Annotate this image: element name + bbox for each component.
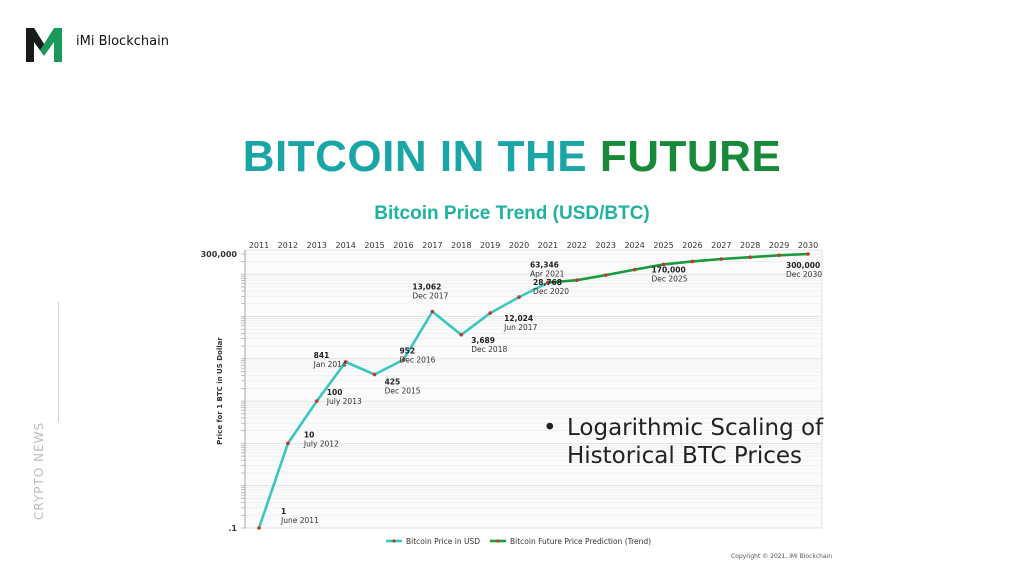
- data-label-date: Dec 2015: [385, 387, 421, 396]
- data-label-value: 170,000: [652, 265, 686, 274]
- x-tick-label: 2020: [509, 241, 529, 250]
- x-tick-label: 2026: [682, 241, 702, 250]
- data-point: [719, 257, 724, 261]
- x-tick-label: 2012: [278, 241, 298, 250]
- annotation-value: 1: [281, 507, 286, 516]
- y-axis-label: Price for 1 BTC in US Dollar: [216, 337, 224, 445]
- data-point: [748, 255, 753, 260]
- x-tick-label: 2023: [596, 241, 616, 250]
- data-label-value: 300,000: [786, 261, 820, 270]
- y-tick-label: 300,000: [201, 250, 238, 259]
- bullet-dot-icon: •: [543, 415, 557, 441]
- x-tick-label: 2027: [711, 241, 731, 250]
- legend-label: Bitcoin Future Price Prediction (Trend): [510, 537, 651, 546]
- data-point: [459, 333, 464, 337]
- data-label-value: 3,689: [471, 336, 495, 345]
- x-tick-label: 2022: [567, 241, 587, 250]
- data-point: [430, 309, 435, 314]
- data-label-value: 12,024: [504, 314, 533, 323]
- y-tick-label: .1: [228, 524, 237, 533]
- data-label-date: July 2012: [303, 439, 339, 448]
- data-point: [517, 295, 521, 299]
- x-tick-label: 2021: [538, 241, 558, 250]
- data-point: [488, 311, 492, 315]
- side-divider: [58, 302, 59, 422]
- imi-logo-icon: [26, 28, 62, 62]
- data-label-value: 100: [327, 388, 343, 397]
- x-tick-label: 2019: [480, 241, 500, 250]
- data-label-date: Dec 2018: [471, 345, 507, 354]
- data-label-value: 425: [385, 378, 401, 387]
- bullet-note: • Logarithmic Scaling of Historical BTC P…: [543, 414, 823, 470]
- title-part-1: BITCOIN IN THE: [242, 132, 600, 181]
- x-tick-label: 2025: [653, 241, 673, 250]
- x-tick-label: 2014: [336, 241, 356, 250]
- data-label-date: Apr 2021: [530, 270, 565, 279]
- x-tick-label: 2015: [364, 241, 384, 250]
- data-label-date: July 2013: [326, 397, 362, 406]
- data-label-date: Dec 2025: [652, 274, 688, 283]
- data-label-date: Jan 2014: [313, 360, 347, 369]
- x-tick-label: 2017: [422, 241, 442, 250]
- data-point: [661, 262, 666, 267]
- bullet-line-2: Historical BTC Prices: [543, 442, 823, 470]
- x-tick-label: 2011: [249, 241, 269, 250]
- bullet-text-2: Historical BTC Prices: [567, 443, 802, 469]
- data-point: [690, 259, 695, 264]
- data-label-value: 28,768: [533, 278, 562, 287]
- brand-name: iMi Blockchain: [76, 34, 169, 49]
- data-point: [343, 360, 348, 364]
- data-label-value: 841: [314, 351, 330, 360]
- data-label-value: 10: [304, 430, 314, 439]
- data-label-date: Jun 2017: [503, 323, 537, 332]
- x-tick-label: 2024: [624, 241, 644, 250]
- legend-label: Bitcoin Price in USD: [406, 537, 480, 546]
- data-point: [286, 441, 290, 446]
- bullet-line-1: • Logarithmic Scaling of: [543, 414, 823, 442]
- legend-marker: [392, 539, 396, 543]
- data-label-value: 13,062: [412, 283, 441, 292]
- copyright-text: Copyright © 2021, iMi Blockchain: [731, 553, 833, 560]
- data-point: [401, 357, 406, 362]
- data-point: [575, 278, 579, 283]
- x-tick-label: 2030: [798, 241, 818, 250]
- data-point: [632, 267, 637, 272]
- data-label-date: Dec 2017: [412, 292, 448, 301]
- x-tick-label: 2018: [451, 241, 471, 250]
- legend-marker: [496, 539, 500, 543]
- data-point: [314, 399, 319, 403]
- x-tick-label: 2016: [393, 241, 413, 250]
- page-title: BITCOIN IN THE FUTURE: [0, 132, 1024, 182]
- data-label-date: Dec 2030: [786, 270, 822, 279]
- data-point: [603, 273, 608, 277]
- data-point: [806, 252, 810, 256]
- x-tick-label: 2028: [740, 241, 760, 250]
- annotation-date: June 2011: [280, 516, 319, 525]
- title-part-2: FUTURE: [599, 132, 782, 181]
- data-label-date: Dec 2020: [533, 287, 569, 296]
- data-label-date: Dec 2016: [399, 356, 435, 365]
- data-point: [777, 253, 781, 258]
- data-point: [546, 280, 550, 285]
- series-line-2: [547, 252, 809, 284]
- bullet-text-1: Logarithmic Scaling of: [567, 415, 824, 441]
- x-tick-label: 2029: [769, 241, 789, 250]
- data-point: [257, 526, 261, 530]
- chart-title: Bitcoin Price Trend (USD/BTC): [374, 203, 650, 224]
- data-label-value: 63,346: [530, 261, 559, 270]
- x-tick-label: 2013: [307, 241, 327, 250]
- data-point: [372, 372, 377, 377]
- data-label-value: 952: [399, 347, 415, 356]
